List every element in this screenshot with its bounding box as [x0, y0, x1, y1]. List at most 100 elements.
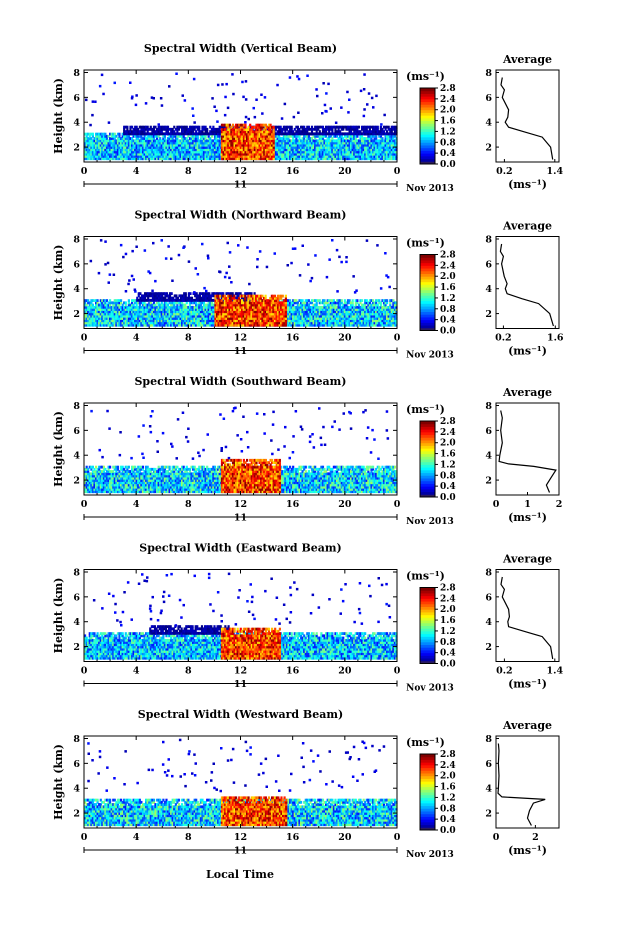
- heatmap-cell: [375, 95, 378, 98]
- heatmap-cell: [289, 76, 292, 79]
- heatmap-cell: [97, 299, 99, 302]
- heatmap-cell: [330, 107, 333, 110]
- colorbar-tick-label: 1.2: [440, 127, 456, 137]
- heatmap-cell: [131, 97, 134, 100]
- average-frame: [496, 70, 559, 162]
- heatmap-cell: [145, 102, 148, 105]
- heatmap-cell: [225, 83, 228, 86]
- heatmap-cell: [89, 124, 92, 127]
- heatmap-cell: [306, 75, 309, 78]
- heatmap-cell: [128, 299, 130, 302]
- heatmap-cell: [175, 73, 178, 76]
- average-title: Average: [502, 53, 552, 66]
- heatmap-cell: [363, 108, 366, 111]
- heatmap-cell: [85, 99, 88, 102]
- heatmap-cell: [244, 124, 246, 127]
- y-tick-label: 6: [73, 93, 80, 104]
- heatmap-cell: [325, 92, 328, 95]
- colorbar-unit: (ms⁻¹): [406, 70, 445, 83]
- panel-title: Spectral Width (Northward Beam): [135, 209, 347, 222]
- y-tick-label: 2: [73, 143, 80, 154]
- heatmap-cell: [244, 121, 247, 124]
- heatmap-cell: [321, 112, 324, 115]
- day-label: 11: [234, 180, 247, 191]
- heatmap-cell: [91, 114, 94, 117]
- heatmap-cell: [245, 98, 248, 101]
- heatmap-cell: [193, 78, 196, 81]
- heatmap-cell: [135, 104, 138, 107]
- colorbar-tick-label: 0.8: [440, 138, 456, 148]
- heatmap-cell: [241, 81, 244, 84]
- heatmap-cell: [213, 106, 216, 109]
- heatmap-cell: [358, 126, 360, 129]
- heatmap-cell: [315, 88, 318, 91]
- heatmap-cell: [296, 75, 299, 78]
- heatmap-cell: [261, 112, 264, 115]
- heatmap-cell: [120, 299, 122, 302]
- heatmap-cell: [340, 106, 343, 109]
- heatmap-cell: [102, 93, 105, 96]
- heatmap-cell: [254, 116, 257, 119]
- heatmap-cell: [99, 85, 102, 88]
- heatmap-cell: [192, 115, 195, 118]
- heatmap-cell: [231, 73, 234, 76]
- heatmap-cell: [276, 84, 279, 87]
- heatmap-cell: [372, 106, 375, 109]
- y-tick-label: 4: [73, 118, 80, 129]
- heatmap-cell: [284, 103, 287, 106]
- heatmap-cell: [253, 107, 256, 110]
- heatmap-cell: [224, 114, 227, 117]
- x-tick-label: 12: [234, 166, 247, 177]
- heatmap-cell: [198, 126, 200, 129]
- heatmap-cell: [161, 104, 164, 107]
- heatmap-cell: [211, 97, 214, 100]
- x-tick-label: 8: [185, 166, 192, 177]
- heatmap-cell: [184, 99, 187, 102]
- heatmap-cell: [92, 100, 95, 103]
- heatmap-cell: [118, 133, 120, 136]
- x-tick-label: 0: [394, 166, 401, 177]
- colorbar-tick-label: 2.0: [440, 106, 456, 116]
- average-y-tick-label: 8: [485, 68, 492, 79]
- heatmap-cell: [108, 121, 111, 124]
- figure: Local Time Spectral Width (Vertical Beam…: [0, 0, 618, 929]
- x-tick-label: 20: [338, 166, 352, 177]
- heatmap-cell: [227, 107, 230, 110]
- heatmap-cell: [348, 99, 351, 102]
- heatmap-cell: [346, 91, 349, 94]
- colorbar-tick-label: 1.6: [440, 117, 456, 127]
- heatmap-cell: [221, 83, 224, 86]
- heatmap-cell: [297, 112, 300, 115]
- panel-title: Spectral Width (Vertical Beam): [144, 42, 337, 55]
- heatmap-cell: [324, 110, 327, 113]
- colorbar-tick-label: 2.4: [440, 95, 456, 105]
- heatmap-cell: [347, 111, 350, 114]
- heatmap-cell: [377, 126, 379, 129]
- y-axis-label: Height (km): [52, 78, 65, 154]
- heatmap-cell: [327, 83, 330, 86]
- average-x-label: (ms⁻¹): [508, 178, 547, 191]
- heatmap-cell: [383, 114, 386, 117]
- y-tick-label: 8: [73, 68, 80, 79]
- heatmap-cell: [94, 101, 97, 104]
- heatmap-cell: [363, 115, 366, 118]
- heatmap-cell: [335, 122, 338, 125]
- x-tick-label: 16: [286, 166, 300, 177]
- heatmap-cell: [114, 82, 117, 85]
- heatmap-cell: [215, 110, 218, 113]
- heatmap-cell: [206, 128, 208, 131]
- figure-xlabel: Local Time: [206, 868, 274, 881]
- chart-panel-0: Spectral Width (Vertical Beam)0 4 8 12 16 20 0…: [52, 42, 563, 194]
- heatmap-cell: [242, 96, 245, 99]
- heatmap-cell: [158, 123, 161, 126]
- chart-panel-1: Spectral Width (Northward Beam)0 4 8 12 16 20…: [52, 209, 564, 361]
- heatmap-cell: [217, 84, 220, 87]
- heatmap-cell: [216, 120, 219, 123]
- average-y-tick-label: 2: [485, 143, 492, 154]
- heatmap-cell: [224, 96, 227, 99]
- x-tick-label: 0: [81, 166, 88, 177]
- average-y-tick-label: 6: [485, 93, 492, 104]
- heatmap-cell: [260, 94, 263, 97]
- heatmap-cell: [168, 85, 171, 88]
- heatmap-cell: [291, 126, 293, 129]
